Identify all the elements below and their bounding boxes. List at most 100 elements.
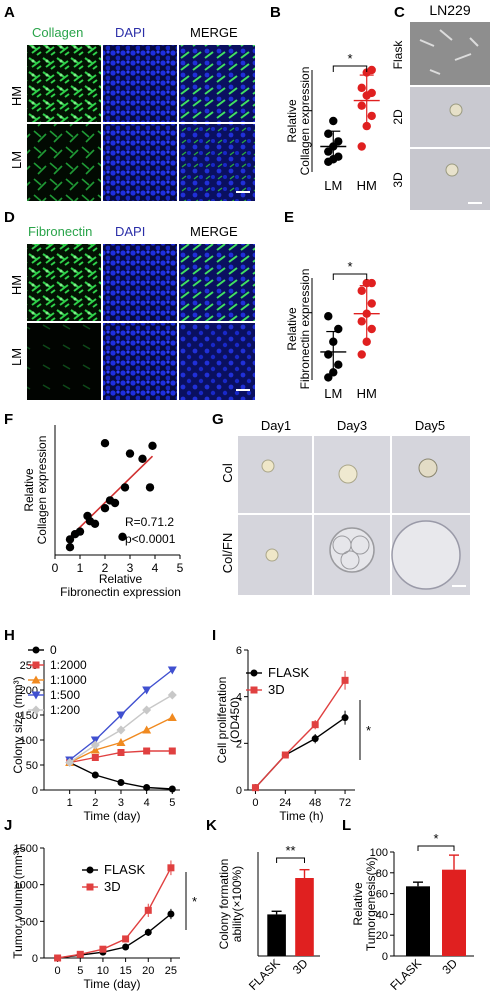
legend-marker-1-1000 [31, 675, 41, 684]
y-tick-label: 150 [20, 710, 38, 722]
y-axis-label: RelativeTumorgenesis(%) [351, 857, 378, 951]
data-point [120, 483, 130, 492]
y-axis-label: RelativeCollagen expression [285, 67, 312, 176]
x-tick-label: 4 [152, 561, 159, 575]
data-point-0 [91, 771, 99, 779]
data-point-hm [362, 121, 371, 131]
panel-c-title: LN229 [429, 2, 470, 18]
y-tick-label: 50 [26, 760, 38, 772]
data-point-hm [367, 299, 376, 308]
panel-d-col-label-fibronectin: Fibronectin [28, 224, 92, 239]
data-point-3d [311, 721, 319, 729]
y-axis-label: Colony size (mm³) [11, 676, 25, 773]
chart-k-colony-formation: FLASK 3D ** Colony formationability(×100%) [217, 843, 320, 993]
data-point [100, 439, 110, 448]
panel-a-row-label-lm: LM [9, 151, 24, 169]
panel-c-row-label-flask: Flask [391, 40, 405, 70]
panel-g-col-label-day3: Day3 [337, 418, 367, 433]
legend-marker-1-2000 [32, 661, 40, 669]
data-point-1-1000 [142, 725, 152, 734]
panel-d-row-label-hm: HM [9, 275, 24, 295]
legend-label-1-500: 1:500 [50, 688, 80, 702]
panel-g-row-label-colfn: Col/FN [220, 533, 235, 573]
legend-label-3d: 3D [268, 682, 285, 697]
data-point-3d [341, 676, 349, 684]
y-tick-label: 0 [32, 785, 38, 797]
panel-label-i: I [212, 627, 216, 644]
data-point [138, 454, 147, 463]
significance-bracket [332, 65, 368, 72]
y-axis-label: Tumor volume (mm³) [11, 847, 25, 959]
panel-label-a: A [4, 4, 15, 21]
y-tick-label: 1000 [14, 880, 38, 892]
data-point-lm [334, 360, 343, 369]
bar-3d [442, 869, 466, 956]
data-point-hm [367, 324, 376, 334]
y-tick-label: 60 [376, 889, 388, 901]
panel-a-micrographs: Collagen DAPI MERGE HM LM [9, 25, 255, 201]
x-tick-label: 5 [169, 797, 175, 809]
x-axis-label: Time (h) [279, 809, 323, 823]
bar-flask [406, 886, 430, 956]
panel-label-k: K [206, 817, 217, 834]
y-tick-label: 100 [20, 735, 38, 747]
x-tick-label: 2 [92, 797, 98, 809]
significance-marker: * [192, 894, 197, 909]
data-point-flask [122, 943, 130, 951]
x-axis-label: Relative Fibronectin expression [60, 572, 181, 599]
micrograph-d-fibronectin-hm [27, 244, 101, 321]
data-point-flask [167, 910, 175, 918]
panel-d-col-label-merge: MERGE [190, 224, 238, 239]
chart-b-collagen-expression: RelativeCollagen expression LM HM * [285, 51, 380, 193]
data-point-1-1000 [116, 738, 126, 746]
x-tick-label: 10 [97, 965, 109, 977]
panel-c-row-label-2d: 2D [391, 109, 405, 125]
panel-a-row-label-hm: HM [9, 86, 24, 106]
data-point-flask [311, 735, 319, 743]
x-tick-label-hm: HM [357, 386, 377, 401]
micrograph-g-col-day1 [238, 436, 312, 513]
legend-marker-flask [86, 866, 94, 874]
data-point-3d [144, 906, 152, 914]
data-point-1-2000 [117, 749, 125, 756]
bar-flask [267, 914, 286, 956]
chart-e-fibronectin-expression: RelativeFibronectin expression LM HM * [285, 259, 380, 401]
chart-j-tumor-volume: 0 500 1000 1500 0 5 10 15 20 25 FLASK 3D * Tumor volu… [11, 843, 197, 991]
annotation-p: p<0.0001 [125, 532, 176, 546]
data-point-1-500 [116, 711, 126, 720]
significance-bracket [417, 845, 455, 851]
data-point-3d [76, 950, 84, 958]
x-axis-label: Time (day) [84, 977, 141, 991]
data-point-hm [357, 286, 366, 295]
y-axis-label: Cell proliferation(OD450) [215, 677, 242, 764]
x-tick-label-3d: 3D [439, 956, 460, 977]
data-point-1-200 [90, 740, 100, 750]
significance-marker: * [347, 259, 352, 274]
legend-marker-1-200 [31, 705, 41, 715]
panel-label-g: G [212, 411, 224, 428]
data-point [75, 527, 85, 536]
x-axis-label: Time (day) [84, 809, 141, 823]
series-line-3d [254, 679, 346, 789]
significance-marker: * [366, 723, 371, 738]
y-axis-label: Colony formationability(×100%) [217, 859, 244, 950]
legend-marker-0 [32, 646, 40, 654]
series-line-flask [57, 913, 172, 959]
legend-label-1-2000: 1:2000 [50, 658, 87, 672]
data-point-hm [357, 83, 366, 93]
data-point-0 [168, 785, 176, 793]
panel-g-col-label-day5: Day5 [415, 418, 445, 433]
micrograph-d-dapi-hm [103, 244, 177, 321]
x-tick-label-hm: HM [357, 178, 377, 193]
micrograph-d-merge-lm [179, 323, 255, 400]
x-tick-label-lm: LM [324, 178, 342, 193]
legend-label-flask: FLASK [104, 862, 146, 877]
data-point-lm [324, 312, 333, 321]
panel-d-col-label-dapi: DAPI [115, 224, 145, 239]
panel-g-col-label-day1: Day1 [261, 418, 291, 433]
data-point-lm [329, 116, 338, 126]
panel-a-col-label-merge: MERGE [190, 25, 238, 40]
micrograph-a-merge-hm [179, 45, 255, 122]
